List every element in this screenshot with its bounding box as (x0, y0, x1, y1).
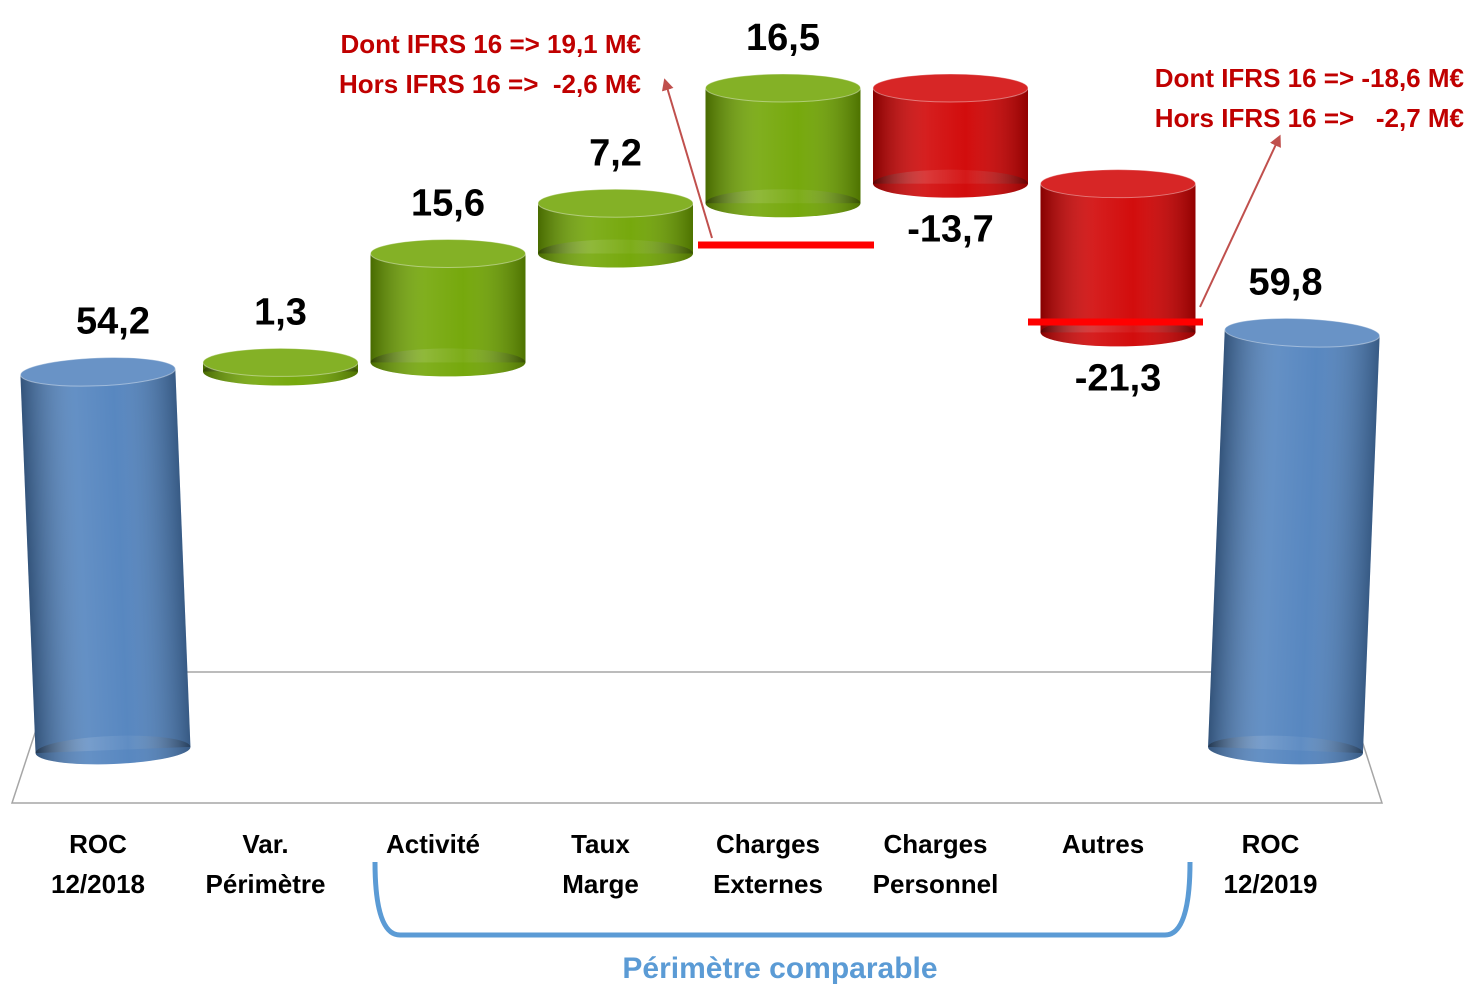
cylinder-top (537, 188, 694, 218)
cylinder-shade (1040, 183, 1196, 333)
cylinder-top-light (20, 357, 176, 387)
annotation: Hors IFRS 16 => -2,7 M€ (1155, 103, 1464, 133)
x-tick-label: Taux (571, 829, 630, 859)
value-label: 7,2 (589, 132, 642, 174)
floor (10, 671, 1384, 804)
cylinder-top-light (538, 189, 693, 218)
cylinder-shade (370, 253, 526, 363)
cylinder (1208, 317, 1381, 765)
cylinder (1040, 169, 1196, 347)
x-tick-label: ROC (69, 829, 127, 859)
cylinder-top (370, 239, 526, 268)
x-tick-label: 12/2019 (1224, 869, 1318, 899)
cylinder-shade (705, 88, 861, 204)
x-tick-label: 12/2018 (51, 869, 145, 899)
x-tick-label: Charges (883, 829, 987, 859)
cylinder-top (705, 73, 861, 103)
cylinder (705, 73, 861, 218)
value-label: 16,5 (746, 17, 820, 59)
value-label: 1,3 (254, 291, 307, 333)
cylinder-top-light (1224, 318, 1380, 348)
cylinder-top-light (873, 74, 1028, 102)
arrow (661, 78, 713, 239)
cylinder-top (1224, 317, 1381, 348)
x-tick-label: Var. (242, 829, 288, 859)
value-label: -13,7 (907, 209, 994, 251)
cylinder (19, 356, 191, 765)
bracket (372, 861, 1193, 938)
annotation: Hors IFRS 16 => -2,6 M€ (339, 69, 641, 99)
x-tick-label: Autres (1062, 829, 1144, 859)
cylinder-shade (873, 88, 1028, 184)
annotation: Dont IFRS 16 => -18,6 M€ (1155, 63, 1464, 93)
value-label: 54,2 (76, 301, 150, 343)
cylinder (872, 73, 1029, 198)
x-tick-label: Charges (716, 829, 820, 859)
cylinder (202, 347, 359, 386)
cylinder-top (19, 356, 176, 387)
cylinder-top-light (705, 74, 861, 102)
x-tick-label: Marge (562, 869, 639, 899)
cylinder-shade (1208, 329, 1380, 754)
bars (19, 73, 1381, 765)
cylinder-top-light (370, 239, 526, 268)
x-tick-label: ROC (1242, 829, 1300, 859)
value-label: 59,8 (1249, 261, 1323, 303)
cylinder (370, 239, 526, 377)
cylinder-shade (20, 368, 191, 754)
annotation: Dont IFRS 16 => 19,1 M€ (340, 29, 641, 59)
cylinder-top-light (203, 348, 358, 377)
x-tick-label: Périmètre (206, 869, 326, 899)
x-tick-label: Activité (386, 829, 480, 859)
cylinder (537, 188, 694, 268)
x-tick-label: Externes (713, 869, 823, 899)
value-label: 15,6 (411, 183, 485, 225)
x-tick-label: Personnel (873, 869, 999, 899)
cylinder-top (202, 347, 359, 377)
bracket-label: Périmètre comparable (622, 952, 937, 985)
arrow (1199, 134, 1281, 308)
cylinder-top (872, 73, 1029, 103)
value-label: -21,3 (1075, 357, 1162, 399)
cylinder-top (1040, 169, 1196, 199)
cylinder-top-light (1040, 169, 1196, 198)
